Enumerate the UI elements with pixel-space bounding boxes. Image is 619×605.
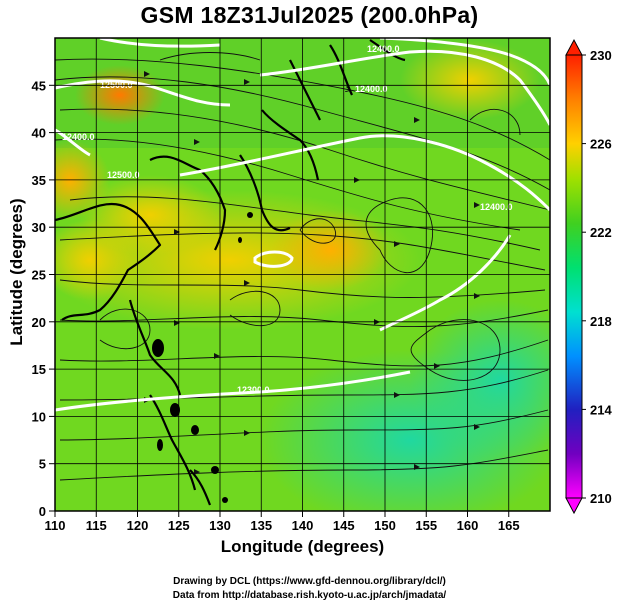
x-tick-label: 115 [86, 518, 107, 533]
colorbar: 230 226 222 218 214 210 [565, 38, 612, 515]
x-tick-labels: 110 115 120 125 130 135 140 145 150 155 … [45, 518, 520, 533]
x-tick-label: 150 [374, 518, 396, 533]
x-tick-label: 155 [415, 518, 437, 533]
colorbar-label: 210 [590, 491, 612, 506]
y-tick-label: 20 [32, 315, 46, 330]
y-tick-label: 35 [32, 173, 46, 188]
colorbar-label: 222 [590, 225, 612, 240]
colorbar-label: 230 [590, 48, 612, 63]
x-tick-label: 120 [127, 518, 149, 533]
height-contours [55, 38, 550, 412]
x-tick-label: 140 [292, 518, 314, 533]
lat-lon-grid [55, 38, 550, 511]
contour-label: 12400.0 [62, 132, 95, 142]
credit-drawing: Drawing by DCL (https://www.gfd-dennou.o… [173, 576, 446, 587]
colorbar-label: 218 [590, 314, 612, 329]
x-tick-label: 165 [498, 518, 520, 533]
contour-label: 12400.0 [355, 84, 388, 94]
colorbar-label: 214 [590, 402, 612, 417]
y-ticks [49, 84, 55, 512]
colorbar-bottom-arrow [565, 497, 583, 515]
y-tick-label: 30 [32, 220, 46, 235]
islands [152, 212, 253, 503]
x-tick-label: 125 [168, 518, 190, 533]
credit-data: Data from http://database.rish.kyoto-u.a… [172, 590, 447, 601]
y-tick-label: 25 [32, 268, 46, 283]
x-ticks [54, 511, 510, 517]
x-tick-label: 145 [333, 518, 355, 533]
y-tick-label: 10 [32, 409, 46, 424]
contour-label: 12300.0 [237, 385, 270, 395]
colorbar-top-arrow [565, 38, 583, 56]
contour-label: 12400.0 [480, 202, 513, 212]
y-tick-label: 15 [32, 362, 46, 377]
y-tick-label: 40 [32, 126, 46, 141]
y-tick-labels: 0 5 10 15 20 25 30 35 40 45 [32, 78, 46, 519]
contour-label: 12500.0 [107, 170, 140, 180]
y-tick-label: 5 [39, 457, 46, 472]
contour-label: 12400.0 [367, 44, 400, 54]
x-tick-label: 160 [457, 518, 479, 533]
chart-title: GSM 18Z31Jul2025 (200.0hPa) [140, 2, 479, 28]
x-axis-label: Longitude (degrees) [220, 537, 385, 556]
y-tick-label: 0 [39, 504, 46, 519]
y-tick-label: 45 [32, 78, 46, 93]
coastlines [55, 39, 406, 506]
x-tick-label: 135 [250, 518, 272, 533]
x-tick-label: 110 [45, 518, 66, 533]
colorbar-gradient [565, 54, 583, 499]
x-tick-label: 130 [209, 518, 231, 533]
colorbar-label: 226 [590, 137, 612, 152]
